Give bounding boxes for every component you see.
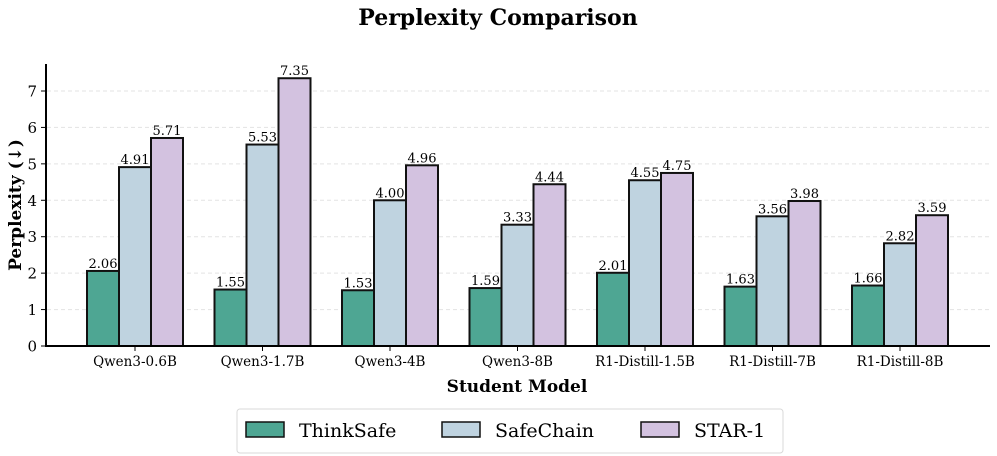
legend-swatch-thinksafe: [245, 421, 285, 438]
data-label: 4.00: [376, 186, 405, 201]
data-label: 4.96: [408, 151, 437, 166]
y-tick-label: 7: [27, 82, 37, 100]
bar-safechain-qwen3-1-7b: [245, 143, 280, 347]
y-tick-label: 3: [27, 228, 37, 246]
data-label: 2.82: [886, 229, 915, 244]
data-label: 4.44: [535, 170, 564, 185]
legend-swatch-star-1: [640, 421, 680, 438]
data-labels: 2.06 4.915.71 1.55 5.53 7.35 1.53 4.00 4.96 1.59…: [89, 64, 947, 291]
data-label: 1.55: [216, 276, 245, 291]
x-tick-label: Qwen3-8B: [482, 354, 553, 370]
bars: [86, 77, 949, 348]
x-tick-label: Qwen3-1.7B: [221, 354, 305, 370]
data-label: 2.06: [89, 257, 118, 272]
data-label: 5.53: [248, 131, 277, 146]
data-label: 3.33: [503, 211, 532, 226]
x-ticks: Qwen3-0.6B Qwen3-1.7B Qwen3-4B Qwen3-8B R1-D…: [93, 346, 943, 370]
bar-star-1-r1-distill-7b: [787, 200, 822, 347]
bar-star-1-r1-distill-1-5b: [660, 171, 694, 347]
legend-label-star-1: STAR-1: [694, 420, 765, 442]
bar-thinksafe-qwen3-1-7b: [213, 288, 248, 348]
y-tick-label: 0: [27, 338, 37, 356]
x-tick-label: R1-Distill-8B: [857, 354, 944, 370]
legend-frame: [236, 408, 784, 454]
bar-safechain-qwen3-8b: [500, 223, 535, 347]
legend-swatch-safechain: [441, 421, 481, 438]
y-tick-label: 1: [27, 301, 37, 319]
y-tick-label: 2: [27, 265, 37, 283]
y-tick-label: 5: [27, 155, 37, 173]
bar-safechain-qwen3-4b: [373, 199, 407, 347]
bar-thinksafe-qwen3-8b: [468, 287, 503, 347]
bar-thinksafe-qwen3-4b: [341, 289, 375, 347]
data-label: 1.63: [726, 273, 755, 288]
bar-thinksafe-r1-distill-1-5b: [596, 271, 630, 347]
x-tick-label: R1-Distill-1.5B: [595, 354, 695, 370]
bar-star-1-qwen3-8b: [532, 183, 567, 347]
data-label: 4.75: [663, 159, 692, 174]
data-label: 5.71: [153, 124, 182, 139]
bar-star-1-qwen3-4b: [405, 164, 439, 347]
data-label: 4.55: [631, 166, 660, 181]
x-tick-label: Qwen3-4B: [355, 354, 426, 370]
bar-star-1-r1-distill-8b: [915, 214, 949, 347]
data-label: 1.59: [471, 274, 500, 289]
bar-thinksafe-r1-distill-7b: [723, 285, 758, 348]
bar-safechain-r1-distill-8b: [883, 242, 917, 347]
bar-safechain-r1-distill-7b: [755, 215, 790, 347]
y-ticks: 0 1 2 3 4 5 6 7: [27, 82, 46, 356]
x-tick-label: R1-Distill-7B: [729, 354, 816, 370]
data-label: 1.53: [344, 276, 373, 291]
y-tick-label: 6: [27, 119, 37, 137]
data-label: 1.66: [854, 272, 883, 287]
y-axis-label: Perplexity (↓): [6, 139, 26, 271]
legend-label-thinksafe: ThinkSafe: [299, 420, 396, 442]
data-label: 4.91: [121, 153, 150, 168]
bar-safechain-qwen3-0-6b: [118, 166, 152, 347]
data-label: 7.35: [280, 64, 309, 79]
legend: ThinkSafe SafeChain STAR-1: [236, 408, 784, 454]
x-tick-label: Qwen3-0.6B: [93, 354, 177, 370]
bar-safechain-r1-distill-1-5b: [628, 179, 662, 347]
y-tick-label: 4: [27, 192, 37, 210]
data-label: 3.56: [758, 202, 787, 217]
chart-title: Perplexity Comparison: [358, 5, 637, 31]
bar-star-1-qwen3-1-7b: [277, 77, 312, 347]
x-axis-label: Student Model: [447, 377, 588, 397]
bar-star-1-qwen3-0-6b: [150, 136, 184, 347]
data-label: 3.59: [918, 201, 947, 216]
data-label: 2.01: [599, 259, 628, 274]
bar-thinksafe-qwen3-0-6b: [86, 269, 120, 347]
legend-label-safechain: SafeChain: [495, 420, 594, 442]
bar-thinksafe-r1-distill-8b: [851, 284, 885, 348]
data-label: 3.98: [790, 187, 819, 202]
